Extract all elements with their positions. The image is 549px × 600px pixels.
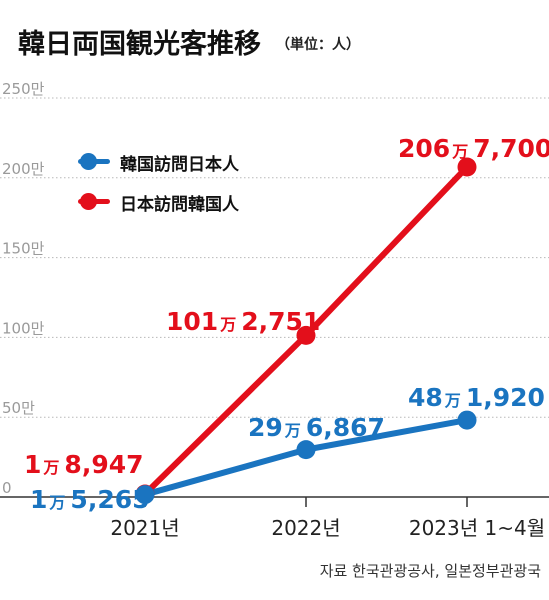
y-tick-label: 150만 [2,240,45,258]
legend-item-red: 日本訪問韓国人 [78,190,358,230]
data-label-unit: 万 [42,458,59,477]
data-label: 101 万 2,751 [166,307,320,336]
data-label: 1 万 8,947 [24,450,144,479]
x-tick-label: 2022년 [271,516,340,540]
data-label-man: 206 [398,134,450,163]
data-label-man: 1 [24,450,41,479]
source-note: 자료 한국관광공사, 일본정부관광국 [319,562,541,580]
data-label-rest: 7,700 [473,134,549,163]
data-label-unit: 万 [444,391,461,410]
x-tick-label: 2021년 [110,516,179,540]
legend-swatch-dot [80,193,97,210]
data-label-unit: 万 [219,315,236,334]
data-label-unit: 万 [48,493,65,512]
data-label-unit: 万 [451,142,468,161]
data-label-man: 29 [248,413,283,442]
data-label-unit: 万 [284,421,301,440]
data-label-rest: 2,751 [241,307,320,336]
data-label: 206 万 7,700 [398,134,549,163]
chart-unit: （単位：人） [276,37,360,53]
data-point [296,325,316,345]
legend-label-red: 日本訪問韓国人 [120,195,239,215]
data-label: 1 万 5,265 [30,485,150,514]
data-point [296,440,316,460]
data-point [457,410,477,430]
y-tick-label: 0 [2,479,12,497]
data-label: 48 万 1,920 [408,383,545,412]
data-point [135,485,155,505]
data-label-man: 1 [30,485,47,514]
data-label-man: 48 [408,383,443,412]
chart-title: 韓日両国観光客推移 [18,29,261,60]
data-point [457,157,477,177]
data-label-rest: 6,867 [306,413,385,442]
data-label-rest: 8,947 [64,450,143,479]
chart-legend: 韓国訪問日本人 日本訪問韓国人 [78,150,358,230]
data-label-man: 101 [166,307,218,336]
y-tick-label: 50만 [2,399,35,417]
legend-swatch-dot [80,153,97,170]
data-label: 29 万 6,867 [248,413,385,442]
x-tick-label: 2023년 1~4월 [409,516,545,540]
legend-label-blue: 韓国訪問日本人 [120,155,239,175]
y-tick-label: 200만 [2,160,45,178]
legend-item-blue: 韓国訪問日本人 [78,150,358,190]
y-tick-label: 250만 [2,80,45,98]
y-tick-label: 100만 [2,319,45,337]
data-label-rest: 1,920 [466,383,545,412]
data-label-rest: 5,265 [70,485,149,514]
